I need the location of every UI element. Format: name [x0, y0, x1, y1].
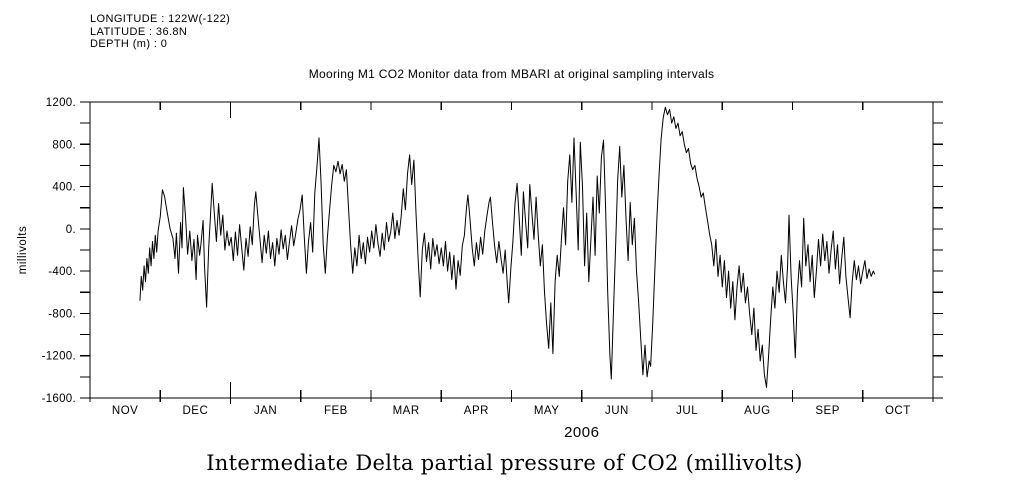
svg-text:1200.: 1200. [46, 97, 76, 109]
svg-text:-400.: -400. [48, 266, 76, 278]
chart-title: Mooring M1 CO2 Monitor data from MBARI a… [308, 67, 715, 81]
svg-text:AUG: AUG [744, 405, 770, 417]
depth-label: DEPTH (m) : 0 [90, 38, 168, 50]
svg-text:-1200.: -1200. [42, 351, 76, 363]
svg-text:JUN: JUN [605, 405, 629, 417]
svg-text:0.: 0. [66, 224, 76, 236]
svg-text:millivolts: millivolts [17, 226, 29, 274]
svg-text:FEB: FEB [324, 405, 348, 417]
metadata-block: LONGITUDE : 122W(-122) LATITUDE : 36.8N … [90, 13, 230, 51]
svg-text:APR: APR [464, 405, 489, 417]
svg-text:-800.: -800. [48, 308, 76, 320]
svg-text:400.: 400. [52, 182, 76, 194]
svg-text:2006: 2006 [564, 424, 599, 441]
svg-text:800.: 800. [52, 139, 76, 151]
svg-text:DEC: DEC [182, 405, 208, 417]
chart-caption: Intermediate Delta partial pressure of C… [206, 451, 803, 475]
svg-text:NOV: NOV [112, 405, 138, 417]
svg-text:OCT: OCT [885, 405, 911, 417]
svg-text:-1600.: -1600. [42, 393, 76, 405]
svg-text:MAR: MAR [393, 405, 420, 417]
svg-text:JUL: JUL [676, 405, 698, 417]
svg-text:MAY: MAY [534, 405, 560, 417]
latitude-label: LATITUDE : 36.8N [90, 25, 188, 38]
svg-text:SEP: SEP [815, 405, 840, 417]
svg-text:JAN: JAN [254, 405, 277, 417]
longitude-label: LONGITUDE : 122W(-122) [90, 13, 231, 25]
